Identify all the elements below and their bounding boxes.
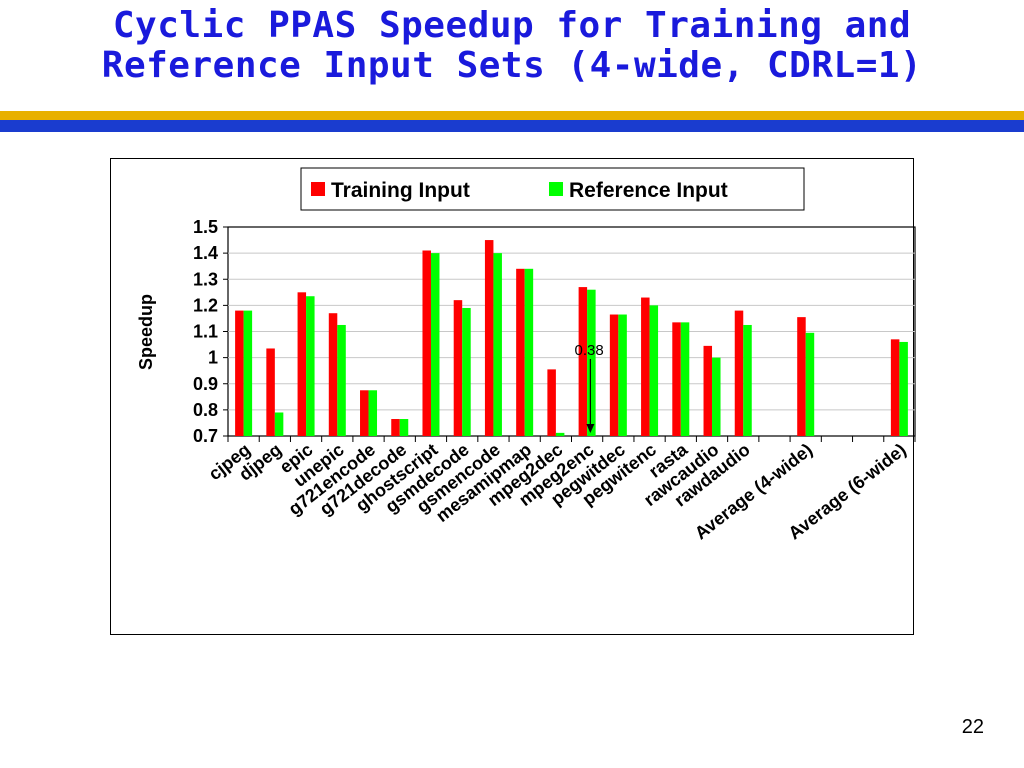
reference-bar-cjpeg (243, 310, 253, 436)
training-bar-djpeg (266, 348, 275, 436)
page-number: 22 (961, 716, 984, 738)
slide-title-line-2: Reference Input Sets (4-wide, CDRL=1) (101, 45, 923, 86)
reference-bar-djpeg (274, 412, 284, 436)
chart-frame (110, 158, 914, 635)
reference-bar-pegwitenc (649, 305, 659, 436)
training-bar-mpeg2dec (547, 369, 556, 436)
training-bar-unepic (328, 313, 338, 436)
training-bar-rawdaudio (734, 310, 744, 436)
y-tick-label: 0.9 (193, 374, 218, 394)
annotation-label: 0.38 (575, 342, 604, 359)
training-bar-ghostscript (422, 250, 431, 436)
y-tick-label: 0.7 (193, 426, 218, 446)
y-tick-label: 1.1 (193, 322, 218, 342)
slide-title: Cyclic PPAS Speedup for Training and Ref… (0, 6, 1024, 86)
training-bar-average-6-wide- (890, 339, 900, 436)
reference-bar-mpeg2dec (555, 432, 565, 436)
training-bar-cjpeg (235, 310, 244, 436)
y-tick-label: 1.2 (193, 295, 218, 315)
training-bar-g721encode (360, 390, 369, 436)
reference-bar-g721encode (368, 390, 378, 436)
y-tick-label: 1 (208, 348, 218, 368)
reference-bar-average-6-wide- (899, 341, 908, 436)
header-rule-blue (0, 120, 1024, 132)
legend-swatch-reference (549, 182, 563, 196)
reference-bar-average-4-wide- (805, 332, 815, 436)
reference-bar-rawcaudio (712, 357, 721, 436)
reference-bar-mesamipmap (524, 268, 534, 436)
annotation-arrow-head (586, 424, 595, 433)
training-bar-rawcaudio (703, 345, 713, 436)
reference-bar-gsmencode (493, 253, 502, 436)
training-bar-average-4-wide- (797, 317, 806, 436)
training-bar-gsmdecode (453, 300, 463, 436)
legend-label-reference: Reference Input (569, 179, 728, 202)
training-bar-epic (297, 292, 307, 436)
reference-bar-epic (306, 296, 315, 436)
reference-bar-gsmdecode (462, 307, 471, 436)
reference-bar-unepic (337, 324, 346, 436)
header-rule-gold (0, 111, 1024, 120)
training-bar-rasta (672, 322, 681, 436)
reference-bar-mpeg2enc (587, 289, 596, 436)
training-bar-pegwitenc (641, 297, 650, 436)
training-bar-gsmencode (484, 240, 494, 436)
slide-title-line-1: Cyclic PPAS Speedup for Training and (112, 5, 912, 46)
training-bar-pegwitdec (609, 314, 619, 436)
legend-label-training: Training Input (331, 179, 470, 202)
training-bar-g721decode (391, 419, 400, 436)
reference-bar-ghostscript (430, 253, 440, 436)
reference-bar-pegwitdec (618, 314, 627, 436)
training-bar-mpeg2enc (578, 287, 588, 436)
reference-bar-g721decode (399, 419, 409, 436)
reference-bar-rawdaudio (743, 324, 752, 436)
y-axis-label: Speedup (136, 294, 156, 370)
y-tick-label: 1.3 (193, 269, 218, 289)
y-tick-label: 1.5 (193, 217, 218, 237)
reference-bar-rasta (680, 322, 690, 436)
legend-swatch-training (311, 182, 325, 196)
y-tick-label: 0.8 (193, 400, 218, 420)
y-tick-label: 1.4 (193, 243, 218, 263)
training-bar-mesamipmap (516, 268, 525, 436)
